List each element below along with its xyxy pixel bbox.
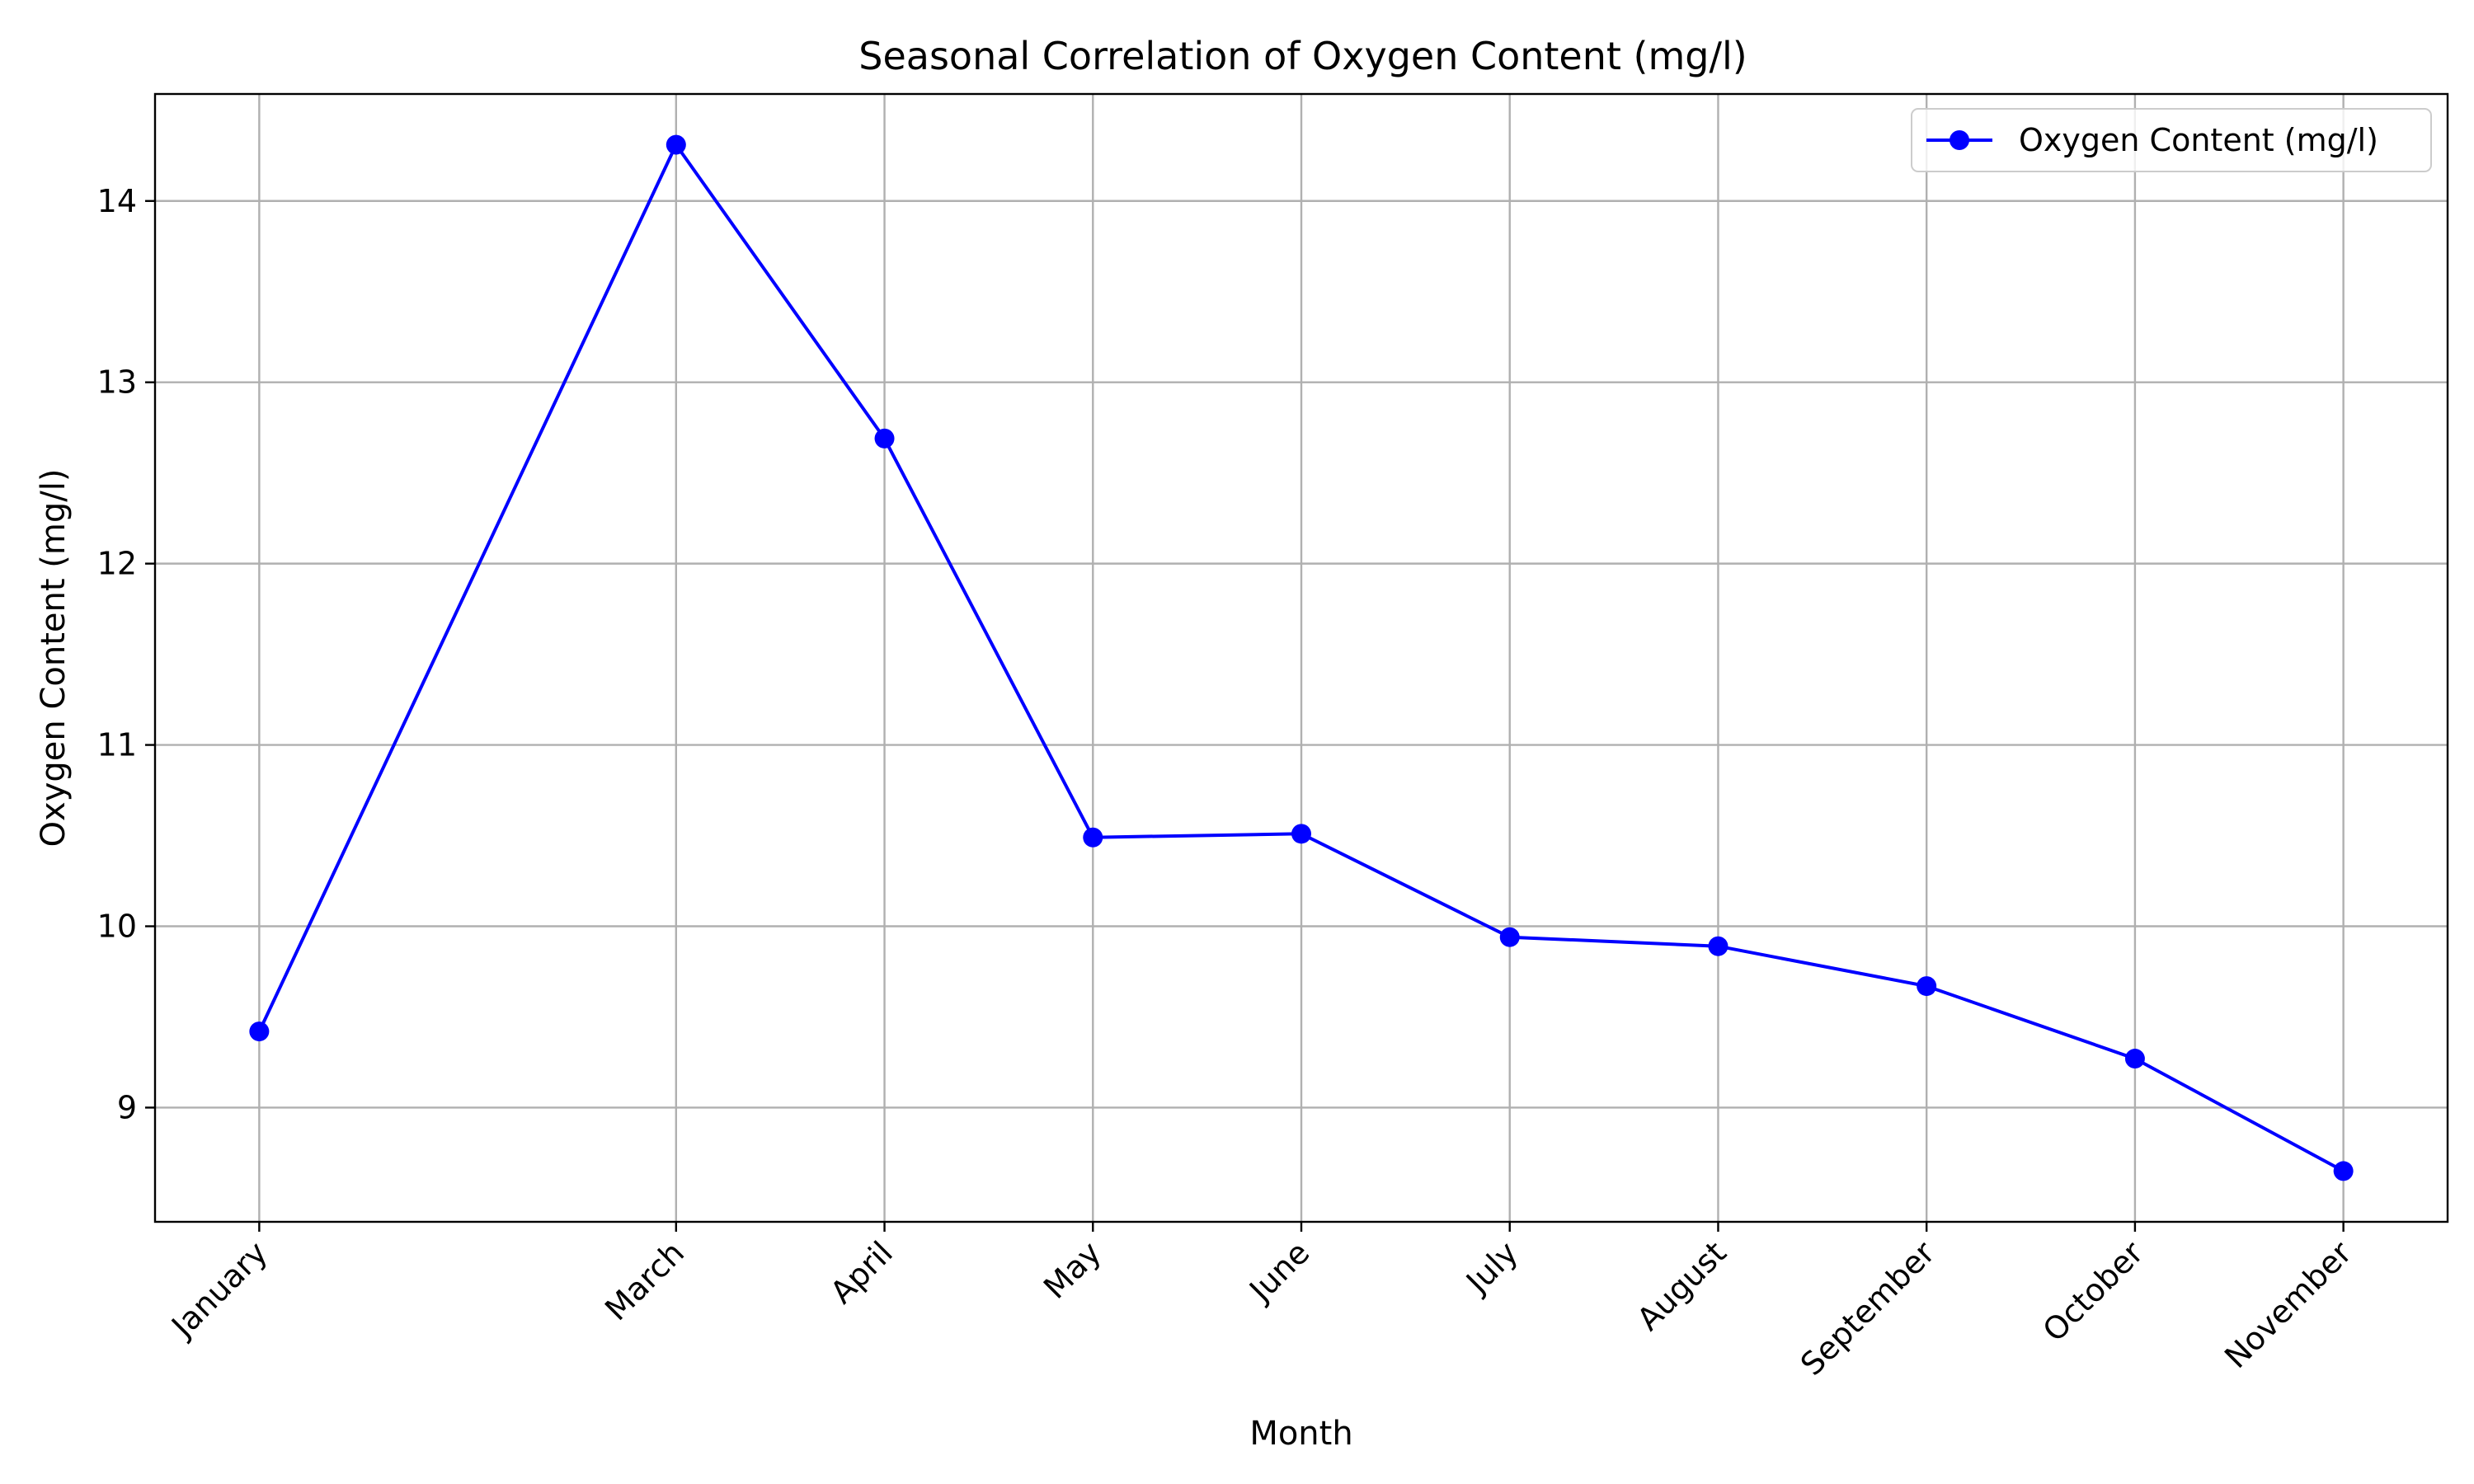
data-point — [874, 428, 895, 448]
y-axis: 9 10 11 12 13 14 — [97, 183, 155, 1125]
x-axis-title: Month — [1249, 1415, 1352, 1453]
x-tick-label: April — [823, 1234, 900, 1311]
data-point — [249, 1021, 270, 1042]
x-axis: January March April May June July August Septem… — [163, 1222, 2359, 1383]
series-line — [257, 143, 2345, 1173]
x-tick-label: January — [163, 1234, 274, 1345]
y-tick-label: 13 — [97, 364, 137, 401]
legend-marker-swatch — [1950, 130, 1969, 150]
data-point — [1083, 827, 1103, 848]
x-tick-label: June — [1241, 1234, 1316, 1309]
legend-entry-label: Oxygen Content (mg/l) — [2019, 122, 2378, 158]
grid-lines — [155, 94, 2448, 1222]
legend: Oxygen Content (mg/l) — [1911, 108, 2432, 172]
x-tick-label: March — [598, 1234, 691, 1327]
y-axis-title: Oxygen Content (mg/l) — [35, 469, 73, 848]
y-tick-label: 14 — [97, 183, 137, 219]
data-point — [2124, 1049, 2145, 1069]
y-tick-label: 9 — [117, 1089, 137, 1125]
y-tick-label: 10 — [97, 909, 137, 945]
chart-title: Seasonal Correlation of Oxygen Content (… — [858, 34, 1747, 78]
x-tick-label: May — [1037, 1234, 1108, 1306]
y-tick-label: 11 — [97, 727, 137, 763]
x-tick-label: September — [1794, 1234, 1942, 1383]
x-tick-label: November — [2218, 1234, 2359, 1375]
data-point — [2333, 1161, 2354, 1181]
legend-box — [1911, 108, 2432, 172]
x-tick-label: July — [1458, 1234, 1525, 1301]
data-point — [1708, 936, 1729, 956]
data-point — [666, 134, 686, 155]
data-point — [1499, 927, 1520, 947]
y-tick-label: 12 — [97, 546, 137, 582]
data-point — [1291, 824, 1311, 844]
x-tick-label: October — [2036, 1234, 2151, 1349]
data-point — [1917, 976, 1937, 997]
series-layer — [249, 134, 2354, 1181]
x-tick-label: August — [1630, 1234, 1733, 1337]
